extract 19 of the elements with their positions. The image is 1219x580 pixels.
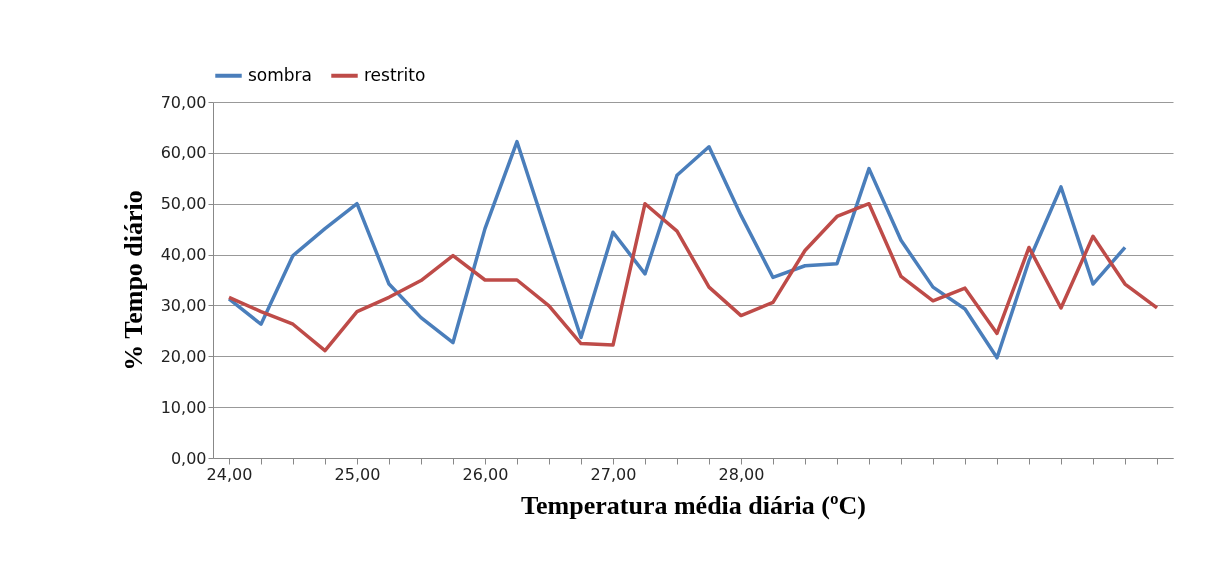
y-tick-label: 60,00 (160, 143, 207, 163)
x-tick-label: 24,00 (206, 464, 253, 484)
y-tick-label: 40,00 (160, 245, 207, 265)
line-series (227, 201, 1159, 353)
line-series (227, 139, 1127, 360)
legend-label: restrito (364, 64, 426, 85)
y-axis-title: % Tempo diário (118, 190, 148, 371)
y-tick-label: 10,00 (160, 397, 207, 417)
y-tick-label: 0,00 (170, 448, 207, 468)
x-tick-label: 28,00 (718, 464, 765, 484)
y-tick-label: 20,00 (160, 346, 207, 366)
x-axis-title: Temperatura média diária (ºC) (521, 490, 866, 520)
y-tick-label: 30,00 (160, 295, 207, 315)
x-tick-label: 26,00 (462, 464, 509, 484)
x-tick-label: 25,00 (334, 464, 381, 484)
y-tick-label: 70,00 (160, 92, 207, 112)
y-tick-label: 50,00 (160, 194, 207, 214)
legend-label: sombra (248, 64, 313, 85)
x-tick-label: 27,00 (590, 464, 637, 484)
